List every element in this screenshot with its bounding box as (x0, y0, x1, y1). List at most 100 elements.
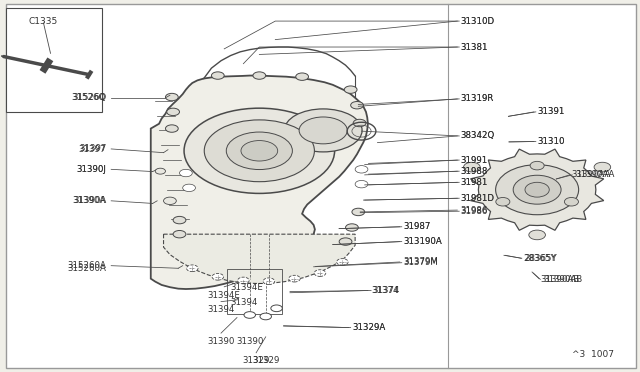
Text: 31379M: 31379M (403, 258, 438, 267)
Text: 31988: 31988 (461, 167, 488, 176)
Text: 31390AA: 31390AA (571, 170, 611, 179)
Text: 31374: 31374 (371, 286, 399, 295)
Circle shape (339, 238, 352, 245)
Text: 31390: 31390 (236, 337, 264, 346)
Ellipse shape (227, 132, 292, 170)
Text: 31526Q: 31526Q (72, 93, 107, 102)
Text: 31986: 31986 (461, 206, 488, 215)
Circle shape (156, 168, 166, 174)
Ellipse shape (564, 198, 579, 206)
Circle shape (271, 305, 282, 312)
Ellipse shape (204, 120, 314, 182)
Circle shape (463, 162, 480, 172)
Circle shape (314, 270, 326, 276)
Circle shape (346, 224, 358, 231)
Text: 31390A: 31390A (73, 196, 106, 205)
Circle shape (179, 169, 192, 177)
Text: 31390AB: 31390AB (540, 275, 580, 284)
Text: 31981D: 31981D (461, 194, 495, 203)
Text: C1335: C1335 (29, 17, 58, 26)
Text: 31981: 31981 (461, 178, 488, 187)
Ellipse shape (495, 165, 579, 215)
Text: 31390J: 31390J (77, 165, 107, 174)
Text: 31329A: 31329A (352, 323, 385, 332)
Text: 31319R: 31319R (461, 94, 494, 103)
Text: 31526Q: 31526Q (72, 93, 106, 102)
Ellipse shape (525, 182, 549, 197)
Circle shape (173, 231, 186, 238)
Text: 31391: 31391 (537, 108, 564, 116)
Text: 31310: 31310 (537, 137, 564, 146)
Ellipse shape (496, 198, 510, 206)
Text: 31379M: 31379M (403, 257, 438, 266)
Text: 31981D: 31981D (461, 194, 495, 203)
Polygon shape (164, 234, 355, 283)
Ellipse shape (284, 109, 362, 152)
Circle shape (260, 313, 271, 320)
Circle shape (182, 184, 195, 192)
Circle shape (237, 277, 249, 284)
Text: 38342Q: 38342Q (461, 131, 495, 141)
Text: 313190A: 313190A (403, 237, 442, 246)
Ellipse shape (530, 161, 544, 170)
Bar (6, 8, 102, 112)
Circle shape (173, 217, 186, 224)
Text: 28365Y: 28365Y (524, 254, 557, 263)
Circle shape (594, 162, 611, 172)
Circle shape (253, 72, 266, 79)
Text: 31981: 31981 (461, 178, 488, 187)
Circle shape (186, 265, 198, 272)
Circle shape (344, 86, 357, 93)
Text: 31310D: 31310D (461, 17, 495, 26)
Text: 31394: 31394 (207, 305, 235, 314)
Text: 31390A: 31390A (74, 196, 107, 205)
Text: 31394E: 31394E (230, 283, 264, 292)
Text: 31397: 31397 (79, 145, 106, 154)
Circle shape (355, 166, 368, 173)
Circle shape (164, 197, 176, 205)
Text: 31390AA: 31390AA (575, 170, 615, 179)
Circle shape (244, 312, 255, 318)
Text: 31394E: 31394E (208, 291, 241, 299)
Text: 38342Q: 38342Q (461, 131, 495, 141)
Text: 315260A: 315260A (68, 261, 107, 270)
Text: 31381: 31381 (461, 42, 488, 51)
Text: 31986: 31986 (461, 207, 488, 216)
Ellipse shape (184, 108, 335, 193)
Circle shape (263, 278, 275, 285)
Circle shape (353, 119, 366, 127)
Text: 31987: 31987 (403, 222, 430, 231)
Text: 31991: 31991 (461, 155, 488, 164)
Text: 313190A: 313190A (403, 237, 442, 246)
Circle shape (212, 273, 223, 280)
Text: 31329: 31329 (252, 356, 280, 365)
Circle shape (166, 93, 178, 101)
Circle shape (211, 72, 224, 79)
Circle shape (167, 108, 179, 116)
Circle shape (352, 208, 365, 216)
Text: 31390AB: 31390AB (543, 275, 583, 284)
Text: 31991: 31991 (461, 155, 488, 164)
Text: 31390J: 31390J (76, 165, 106, 174)
Text: ^3  1007: ^3 1007 (572, 350, 614, 359)
Bar (227, 269, 282, 314)
Text: 31394: 31394 (230, 298, 258, 307)
Circle shape (289, 275, 300, 282)
Text: 31397: 31397 (79, 144, 107, 153)
Text: 31987: 31987 (403, 222, 430, 231)
Text: 31390: 31390 (207, 337, 235, 346)
Text: 31310: 31310 (537, 137, 564, 146)
Text: 31374: 31374 (372, 286, 400, 295)
Text: 31381: 31381 (461, 42, 488, 51)
Text: 28365Y: 28365Y (523, 254, 556, 263)
Circle shape (166, 125, 178, 132)
Text: 31391: 31391 (537, 108, 564, 116)
Text: 31988: 31988 (461, 167, 488, 176)
Text: 31310D: 31310D (461, 17, 495, 26)
Polygon shape (151, 76, 368, 289)
Ellipse shape (299, 117, 348, 144)
Text: 31329A: 31329A (352, 323, 385, 332)
Circle shape (351, 102, 364, 109)
Ellipse shape (241, 141, 278, 161)
Ellipse shape (513, 175, 561, 204)
